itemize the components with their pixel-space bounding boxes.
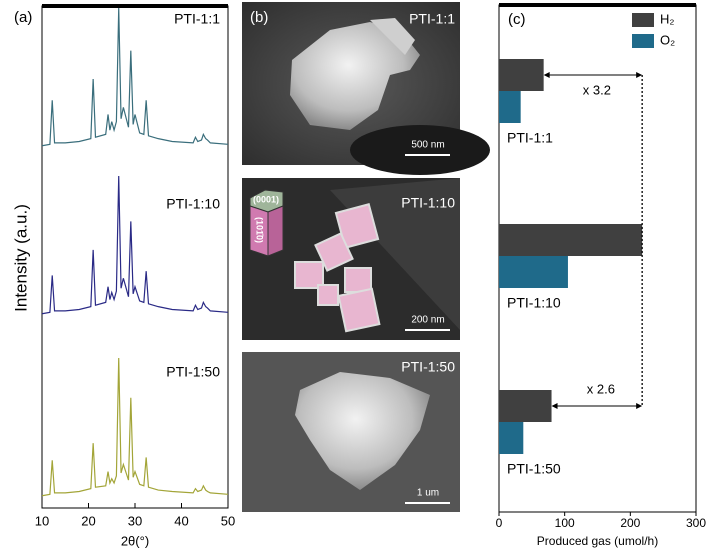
annotation: x 3.2 (583, 82, 611, 97)
series-label: PTI-1:1 (174, 11, 220, 27)
bar (499, 91, 521, 123)
category-label: PTI-1:1 (507, 130, 553, 146)
image-label: PTI-1:1 (409, 11, 455, 27)
bar (499, 422, 524, 454)
legend-swatch (632, 34, 654, 48)
xrd-trace (41, 357, 229, 497)
x-tick-label: 20 (81, 513, 95, 528)
category-label: PTI-1:10 (507, 295, 561, 311)
x-tick-label: 40 (174, 513, 188, 528)
legend-swatch (632, 13, 654, 27)
sem-image (242, 2, 490, 175)
x-tick-label: 0 (496, 516, 503, 530)
x-tick-label: 100 (555, 516, 575, 530)
legend-label: H₂ (660, 11, 674, 26)
bar (499, 224, 643, 256)
x-axis-label: Produced gas (umol/h) (537, 534, 658, 548)
x-tick-label: 300 (686, 516, 706, 530)
x-axis-label: 2θ(°) (121, 533, 149, 548)
image-label: PTI-1:50 (401, 359, 455, 375)
xrd-trace (41, 7, 229, 147)
series-label: PTI-1:10 (166, 196, 220, 212)
xrd-trace (41, 175, 229, 315)
scale-label: 1 um (417, 488, 439, 499)
y-axis-label: Intensity (a.u.) (11, 204, 30, 312)
scale-bar (405, 154, 450, 504)
bar (499, 59, 544, 91)
sem-image (242, 352, 460, 512)
facet-label: (101̄0) (255, 217, 265, 243)
bar (499, 390, 552, 422)
annotation: x 2.6 (587, 381, 615, 396)
sem-labels: PTI-1:1 PTI-1:10 PTI-1:50 500 nm 200 nm … (253, 11, 455, 499)
x-tick-label: 30 (128, 513, 142, 528)
series-label: PTI-1:50 (166, 364, 220, 380)
panel-label: (c) (508, 11, 526, 28)
axis-frame (41, 5, 229, 509)
x-tick-label: 10 (35, 513, 49, 528)
x-tick-label: 50 (221, 513, 235, 528)
x-tick-label: 200 (620, 516, 640, 530)
panel-label: (a) (14, 9, 32, 26)
image-label: PTI-1:10 (401, 195, 455, 211)
category-label: PTI-1:50 (507, 461, 561, 477)
bar (499, 256, 568, 288)
scale-label: 500 nm (411, 140, 444, 151)
legend-label: O₂ (660, 32, 675, 47)
facet-label: (0001) (253, 194, 279, 204)
sem-image (242, 178, 460, 340)
panel-label: (b) (250, 9, 268, 26)
scale-label: 200 nm (411, 315, 444, 326)
